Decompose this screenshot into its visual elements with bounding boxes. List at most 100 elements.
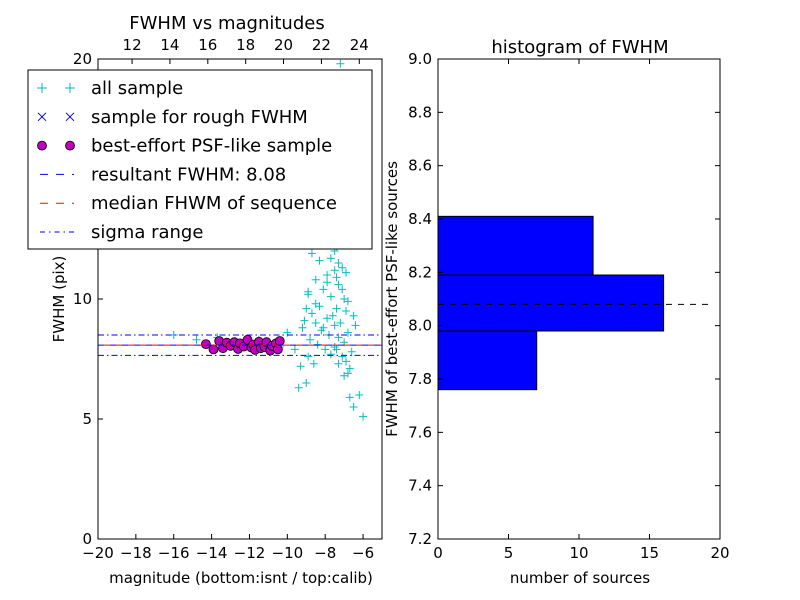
top-tick-label: 20 bbox=[274, 36, 293, 54]
all-sample-point bbox=[328, 311, 337, 320]
x-tick-label: −14 bbox=[196, 544, 228, 562]
all-sample-point bbox=[302, 304, 311, 313]
legend-label: sigma range bbox=[91, 222, 203, 243]
all-sample-point bbox=[192, 335, 201, 344]
all-sample-point bbox=[323, 314, 332, 323]
all-sample-point bbox=[323, 278, 332, 287]
y-tick-label: 0 bbox=[82, 530, 92, 548]
all-sample-point bbox=[311, 319, 320, 327]
legend-marker-circle bbox=[65, 140, 75, 151]
legend: all sample sample for rough FWHM best-effo… bbox=[27, 69, 373, 250]
legend-marker-plus bbox=[65, 83, 75, 93]
all-sample-point bbox=[359, 412, 368, 421]
all-sample-point bbox=[349, 311, 358, 320]
top-tick-label: 14 bbox=[160, 36, 179, 54]
legend-label: best-effort PSF-like sample bbox=[91, 136, 332, 157]
all-sample-point bbox=[307, 249, 316, 258]
best-effort-point bbox=[272, 344, 283, 355]
best-effort-point bbox=[201, 339, 211, 350]
x-tick-label: −8 bbox=[314, 544, 336, 562]
all-sample-point bbox=[300, 316, 309, 325]
all-sample-point bbox=[343, 328, 352, 337]
histogram-ticks: 0 5 10 15 20 7.2 7.4 7.6 7.8 8.0 8.2 8.4 8.6 8.8 9.0 bbox=[408, 50, 729, 562]
x-tick-label: −16 bbox=[158, 544, 190, 562]
all-sample-point bbox=[296, 362, 305, 371]
all-sample-point bbox=[349, 403, 358, 411]
all-sample-point bbox=[298, 323, 307, 332]
hist-y-tick-label: 7.6 bbox=[408, 423, 432, 441]
all-sample-point bbox=[309, 359, 318, 368]
all-sample-point bbox=[336, 59, 345, 68]
best-effort-point bbox=[208, 344, 219, 355]
legend-label: all sample bbox=[91, 78, 183, 99]
y-tick-label: 10 bbox=[73, 290, 92, 308]
hist-x-tick-label: 5 bbox=[504, 544, 514, 562]
all-sample-point bbox=[347, 347, 356, 356]
histogram-xlabel: number of sources bbox=[510, 569, 650, 587]
all-sample-point bbox=[343, 297, 352, 306]
legend-label: sample for rough FWHM bbox=[91, 107, 308, 128]
hist-y-tick-label: 8.6 bbox=[408, 157, 432, 175]
legend-marker-x bbox=[65, 112, 75, 122]
all-sample-point bbox=[338, 263, 347, 272]
best-effort-point bbox=[274, 336, 285, 346]
hist-y-tick-label: 7.4 bbox=[408, 477, 432, 495]
all-sample-point bbox=[342, 268, 351, 277]
histogram-ylabel: FWHM of best-effort PSF-like sources bbox=[383, 161, 401, 437]
hist-y-tick-label: 7.2 bbox=[408, 530, 432, 548]
legend-marker-x bbox=[37, 112, 47, 122]
all-sample-point bbox=[338, 285, 347, 294]
scatter-xlabel: magnitude (bottom:isnt / top:calib) bbox=[109, 569, 373, 587]
top-tick-label: 12 bbox=[123, 36, 142, 54]
hist-y-tick-label: 9.0 bbox=[408, 50, 432, 68]
x-tick-label: −6 bbox=[352, 544, 374, 562]
histogram-panel: histogram of FWHM 0 5 10 15 20 7.2 7.4 7.6 7.8 8.… bbox=[383, 37, 730, 587]
legend-items: all sample sample for rough FWHM best-effo… bbox=[37, 78, 337, 243]
y-tick-label: 5 bbox=[82, 410, 92, 428]
y-tick-label: 20 bbox=[73, 50, 92, 68]
all-sample-point bbox=[330, 321, 339, 330]
all-sample-point bbox=[334, 280, 343, 289]
legend-label: resultant FWHM: 8.08 bbox=[91, 164, 286, 185]
top-tick-label: 22 bbox=[312, 36, 331, 54]
legend-frame bbox=[27, 69, 373, 250]
all-sample-point bbox=[326, 254, 335, 263]
all-sample-point bbox=[338, 352, 347, 361]
all-sample-point bbox=[315, 256, 324, 265]
all-sample-point bbox=[294, 383, 303, 392]
histogram-bar bbox=[437, 215, 594, 276]
hist-x-tick-label: 0 bbox=[433, 544, 443, 562]
all-sample-point bbox=[311, 275, 320, 284]
x-tick-label: −20 bbox=[82, 544, 114, 562]
all-sample-point bbox=[340, 371, 349, 380]
hist-y-tick-label: 8.4 bbox=[408, 210, 432, 228]
all-sample-point bbox=[332, 304, 341, 313]
all-sample-point bbox=[345, 393, 354, 402]
legend-label: median FHWM of sequence bbox=[91, 193, 337, 214]
hist-y-tick-label: 8.2 bbox=[408, 263, 432, 281]
all-sample-point bbox=[319, 323, 328, 332]
histogram-bar bbox=[437, 330, 538, 391]
histogram-title: histogram of FWHM bbox=[491, 37, 668, 58]
all-sample-point bbox=[323, 271, 332, 279]
hist-x-tick-label: 15 bbox=[640, 544, 659, 562]
scatter-title: FWHM vs magnitudes bbox=[129, 13, 324, 34]
hist-y-tick-label: 8.8 bbox=[408, 103, 432, 121]
all-sample-point bbox=[290, 345, 299, 354]
all-sample-point bbox=[304, 287, 313, 296]
histogram-bar bbox=[437, 274, 665, 332]
x-tick-label: −18 bbox=[120, 544, 152, 562]
all-sample-point bbox=[334, 359, 343, 368]
all-sample-point bbox=[332, 273, 341, 282]
all-sample-point bbox=[311, 299, 320, 308]
all-sample-point bbox=[306, 335, 315, 344]
scatter-ticks: −20 −18 −16 −14 −12 −10 −8 −6 0 5 10 20 12 14 16 18 20 22… bbox=[73, 36, 374, 562]
histogram-bars bbox=[437, 215, 665, 391]
legend-marker-plus bbox=[37, 83, 47, 93]
top-tick-label: 24 bbox=[350, 36, 369, 54]
all-sample-point bbox=[332, 345, 341, 354]
all-sample-point bbox=[351, 321, 360, 330]
scatter-ylabel: FWHM (pix) bbox=[50, 256, 68, 343]
all-sample-point bbox=[307, 309, 316, 318]
